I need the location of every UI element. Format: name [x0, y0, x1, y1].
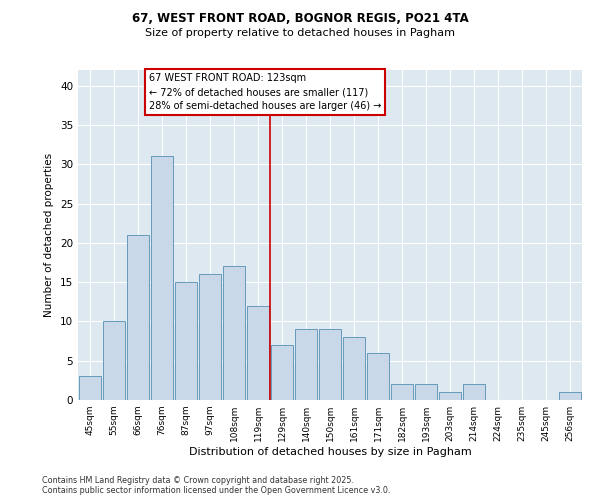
Bar	[271, 345, 293, 400]
Bar	[79, 376, 101, 400]
Bar	[223, 266, 245, 400]
Text: 67, WEST FRONT ROAD, BOGNOR REGIS, PO21 4TA: 67, WEST FRONT ROAD, BOGNOR REGIS, PO21 …	[131, 12, 469, 26]
Bar	[463, 384, 485, 400]
Bar	[175, 282, 197, 400]
X-axis label: Distribution of detached houses by size in Pagham: Distribution of detached houses by size …	[188, 447, 472, 457]
Text: 67 WEST FRONT ROAD: 123sqm
← 72% of detached houses are smaller (117)
28% of sem: 67 WEST FRONT ROAD: 123sqm ← 72% of deta…	[149, 74, 381, 112]
Bar	[247, 306, 269, 400]
Bar	[559, 392, 581, 400]
Text: Contains HM Land Registry data © Crown copyright and database right 2025.
Contai: Contains HM Land Registry data © Crown c…	[42, 476, 391, 495]
Bar	[199, 274, 221, 400]
Bar	[439, 392, 461, 400]
Bar	[295, 330, 317, 400]
Bar	[391, 384, 413, 400]
Y-axis label: Number of detached properties: Number of detached properties	[44, 153, 55, 317]
Bar	[103, 322, 125, 400]
Bar	[343, 337, 365, 400]
Bar	[367, 353, 389, 400]
Bar	[415, 384, 437, 400]
Bar	[151, 156, 173, 400]
Bar	[127, 235, 149, 400]
Text: Size of property relative to detached houses in Pagham: Size of property relative to detached ho…	[145, 28, 455, 38]
Bar	[319, 330, 341, 400]
